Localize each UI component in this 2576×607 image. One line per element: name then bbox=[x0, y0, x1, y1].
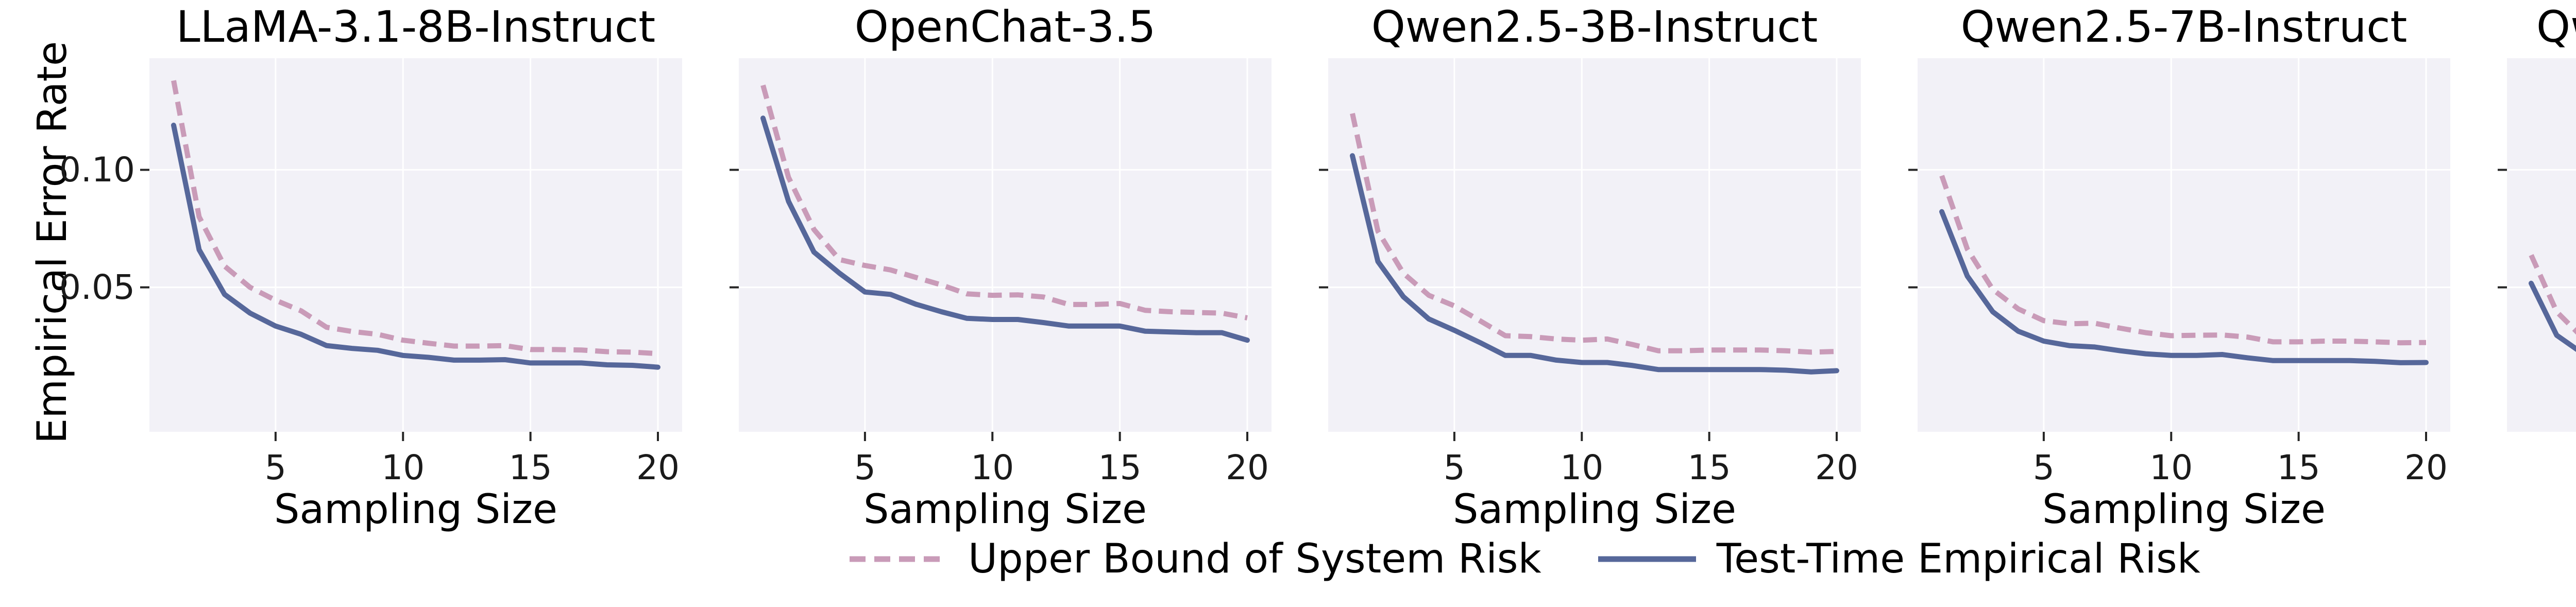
y-tick-label-010: 0.10 bbox=[59, 150, 135, 190]
x-axis-label: Sampling Size bbox=[2042, 486, 2326, 533]
subplot-title: Qwen2.5-3B-Instruct bbox=[1371, 2, 1818, 52]
x-axis-label: Sampling Size bbox=[2507, 486, 2576, 533]
x-tick-label: 20 bbox=[2404, 448, 2448, 487]
x-tick-label: 15 bbox=[509, 448, 552, 487]
x-tick-label: 15 bbox=[1688, 448, 1731, 487]
subplot-llama-3-1-8b: LLaMA-3.1-8B-Instruct 5 10 15 20 Sampling S… bbox=[140, 0, 682, 541]
subplot-title: LLaMA-3.1-8B-Instruct bbox=[176, 2, 656, 52]
x-tick-label: 10 bbox=[1560, 448, 1603, 487]
plot-background bbox=[1918, 58, 2450, 432]
plot-area: 5 10 15 20 bbox=[730, 58, 1272, 487]
y-tick-label-005: 0.05 bbox=[59, 267, 135, 307]
x-axis-label: Sampling Size bbox=[1453, 486, 1736, 533]
upper-bound-line bbox=[1939, 175, 2427, 346]
legend-label: Upper Bound of System Risk bbox=[968, 536, 1541, 582]
x-axis-label: Sampling Size bbox=[863, 486, 1147, 533]
plot-area: 5 10 15 20 bbox=[1319, 58, 1861, 487]
plot-background bbox=[1328, 58, 1861, 432]
legend-item-upper-bound: Upper Bound of System Risk bbox=[850, 536, 1541, 582]
x-tick-label: 15 bbox=[2277, 448, 2320, 487]
subplot-title: Qwen2.5-14B-Instruct bbox=[2536, 2, 2576, 52]
x-tick-label: 5 bbox=[1444, 448, 1465, 487]
x-tick-label: 20 bbox=[1226, 448, 1269, 487]
subplot-title: Qwen2.5-7B-Instruct bbox=[1960, 2, 2408, 52]
x-axis-label: Sampling Size bbox=[274, 486, 557, 533]
x-tick-label: 15 bbox=[1098, 448, 1142, 487]
plot-area: 5 10 15 20 bbox=[1908, 58, 2450, 487]
plot-area: 5 10 15 20 bbox=[140, 58, 682, 487]
upper-bound-line bbox=[760, 85, 1248, 321]
x-tick-label: 5 bbox=[854, 448, 876, 487]
plot-background bbox=[2507, 58, 2576, 432]
x-tick-label: 10 bbox=[971, 448, 1014, 487]
y-axis-label: Empirical Error Rate bbox=[29, 41, 76, 444]
subplot-title: OpenChat-3.5 bbox=[854, 2, 1156, 52]
x-tick-label: 20 bbox=[636, 448, 680, 487]
test-time-line bbox=[760, 115, 1250, 343]
plot-background bbox=[149, 58, 682, 432]
legend: Upper Bound of System Risk Test-Time Emp… bbox=[0, 531, 2576, 587]
solid-line-swatch bbox=[1598, 556, 1696, 562]
x-tick-label: 10 bbox=[2149, 448, 2193, 487]
x-tick-label: 10 bbox=[381, 448, 425, 487]
upper-bound-line bbox=[171, 80, 658, 357]
subplot-qwen2-5-7b: Qwen2.5-7B-Instruct 5 10 15 20 Sampling Siz… bbox=[1908, 0, 2450, 541]
plot-background bbox=[739, 58, 1272, 432]
x-tick-label: 5 bbox=[265, 448, 286, 487]
subplot-qwen2-5-3b: Qwen2.5-3B-Instruct 5 10 15 20 Sampling Siz… bbox=[1319, 0, 1861, 541]
x-tick-label: 20 bbox=[1815, 448, 1858, 487]
dashed-line-swatch bbox=[850, 556, 948, 562]
test-time-line bbox=[1939, 209, 2429, 365]
test-time-line bbox=[1350, 153, 1839, 375]
x-tick-label: 5 bbox=[2033, 448, 2055, 487]
legend-label: Test-Time Empirical Risk bbox=[1716, 536, 2200, 582]
test-time-line bbox=[171, 123, 660, 370]
subplot-openchat-3-5: OpenChat-3.5 5 10 15 20 Sampling Size bbox=[730, 0, 1272, 541]
upper-bound-line bbox=[1350, 113, 1837, 355]
legend-item-test-time: Test-Time Empirical Risk bbox=[1598, 536, 2200, 582]
